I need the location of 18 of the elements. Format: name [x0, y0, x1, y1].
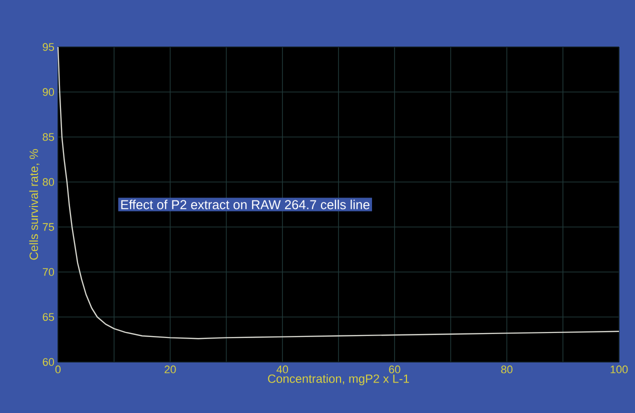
y-tick-label: 90: [42, 88, 54, 96]
x-tick-label: 20: [164, 366, 176, 374]
x-tick-label: 80: [501, 366, 512, 374]
y-tick-label: 65: [42, 313, 54, 321]
y-axis-title: Cells survival rate, %: [29, 149, 40, 260]
annotation: Effect of P2 extract on RAW 264.7 cells line: [121, 200, 370, 210]
x-axis-title: Concentration, mgP2 x L-1: [268, 374, 409, 386]
y-tick-label: 75: [42, 223, 54, 231]
y-tick-label: 70: [42, 268, 54, 276]
y-tick-label: 80: [42, 178, 54, 186]
x-tick-label: 0: [55, 366, 61, 374]
x-tick-label: 100: [610, 366, 628, 374]
x-tick-label: 60: [389, 366, 400, 374]
y-tick-label: 60: [42, 358, 54, 366]
line-series: [57, 46, 620, 340]
y-tick-label: 85: [42, 133, 54, 141]
y-tick-label: 95: [42, 43, 54, 51]
x-tick-label: 40: [276, 366, 288, 374]
